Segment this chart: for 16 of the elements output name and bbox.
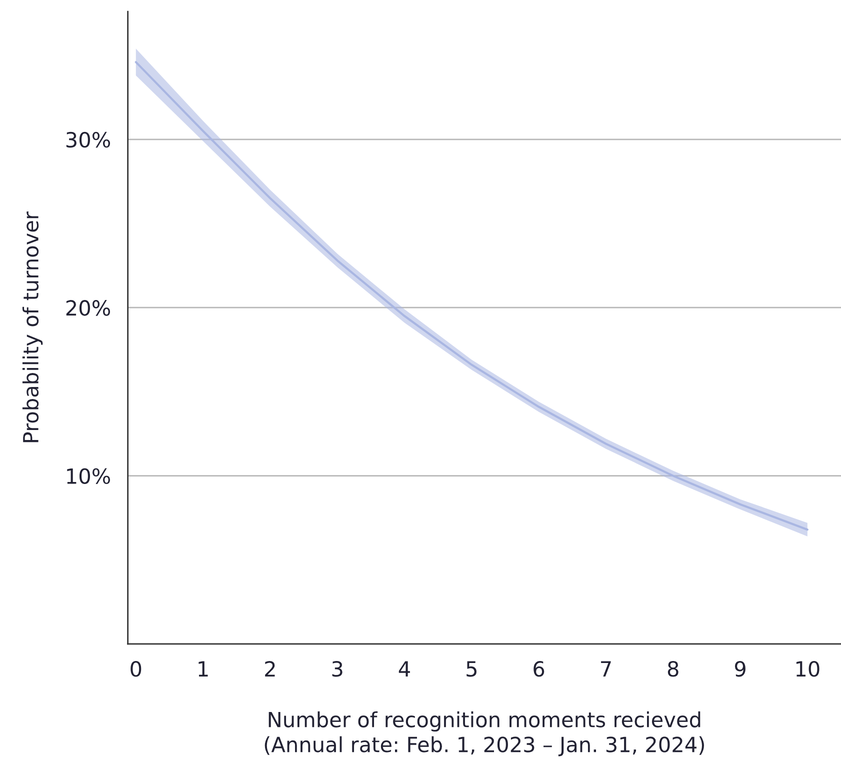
x-tick-label: 10	[796, 661, 820, 677]
x-tick-label: 8	[668, 661, 678, 677]
y-tick-label: 20%	[66, 300, 110, 316]
x-tick-label: 7	[601, 661, 611, 676]
y-axis-title: Probability of turnover	[22, 211, 43, 442]
x-tick-label: 3	[332, 661, 342, 677]
x-tick-label: 0	[130, 661, 142, 677]
x-axis-title: Number of recognition moments recieved (Annual rate: Feb. 1, 2023 – Jan. 31, 2024)	[264, 711, 704, 756]
x-tick-label: 1	[198, 661, 208, 676]
x-tick-label: 9	[734, 661, 746, 677]
y-tick-label: 30%	[66, 132, 110, 148]
y-tick-label: 10%	[67, 468, 110, 484]
x-tick-label: 6	[534, 661, 544, 677]
x-tick-label: 4	[398, 661, 410, 676]
x-tick-label: 5	[466, 661, 476, 677]
x-tick-label: 2	[265, 661, 275, 676]
